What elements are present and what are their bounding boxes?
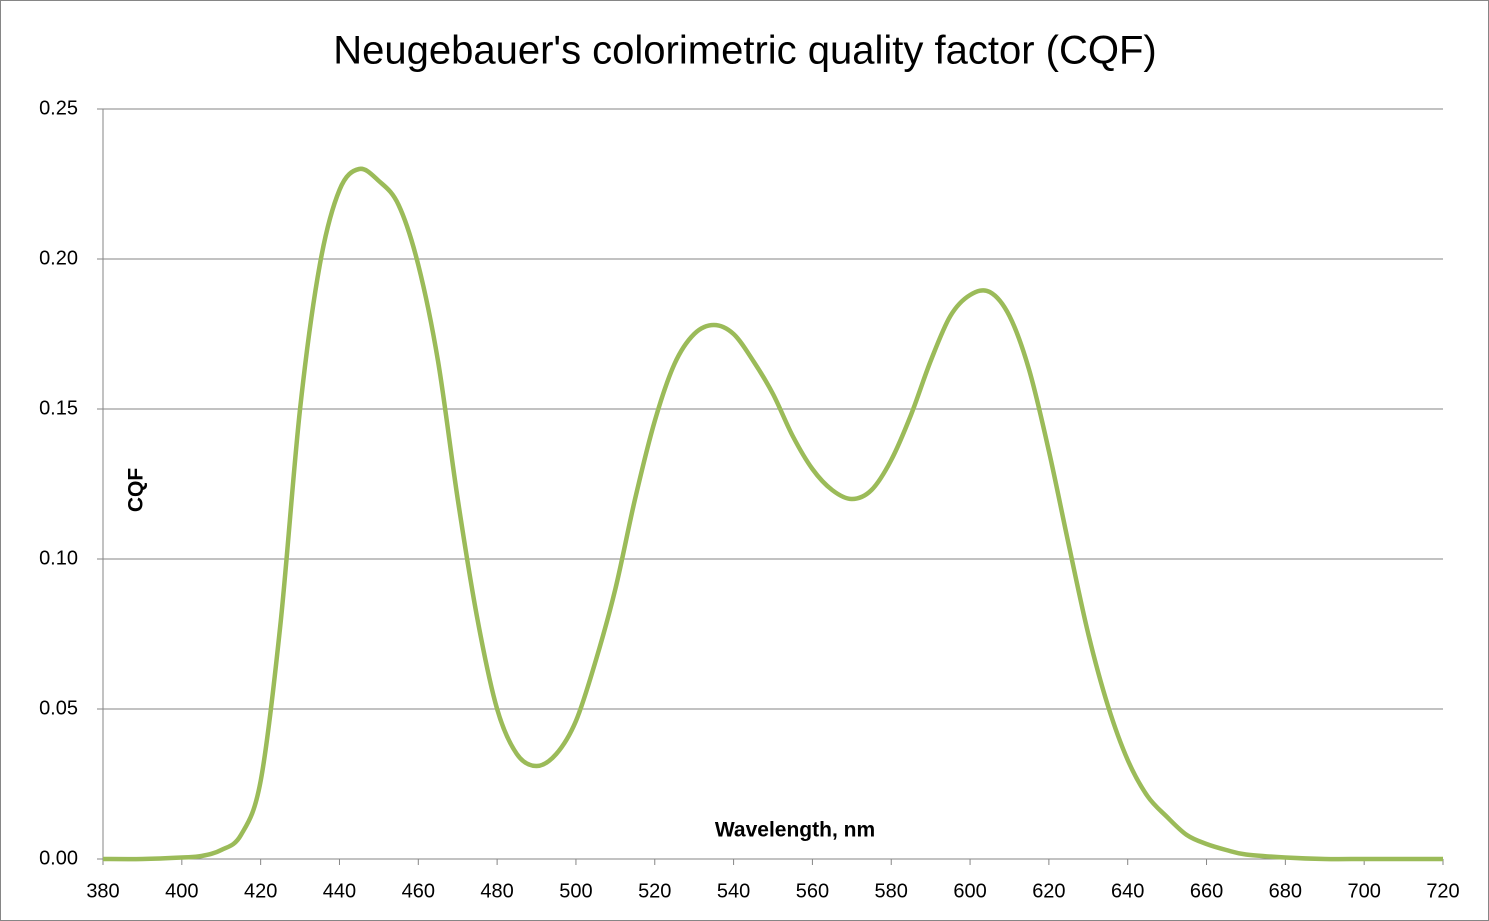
- x-tick-label: 500: [559, 880, 592, 902]
- x-tick-label: 420: [244, 880, 277, 902]
- x-axis-label: Wavelength, nm: [715, 819, 875, 842]
- x-tick-label: 540: [717, 880, 750, 902]
- x-tick-label: 600: [953, 880, 986, 902]
- data-line: [102, 166, 1443, 862]
- x-tick-label: 720: [1426, 880, 1459, 902]
- y-tick-label: 0.15: [39, 397, 78, 419]
- y-tick-label: 0.00: [39, 847, 78, 869]
- x-tick-label: 580: [875, 880, 908, 902]
- x-tick-label: 460: [402, 880, 435, 902]
- x-tick-label: 620: [1032, 880, 1065, 902]
- x-tick-label: 640: [1111, 880, 1144, 902]
- x-tick-label: 520: [638, 880, 671, 902]
- x-tick-label: 400: [165, 880, 198, 902]
- x-tick-label: 700: [1347, 880, 1380, 902]
- y-tick-label: 0.10: [39, 547, 78, 569]
- x-tick-label: 440: [323, 880, 356, 902]
- y-tick-label: 0.05: [39, 697, 78, 719]
- y-axis-label: CQF: [125, 468, 148, 513]
- x-tick-label: 660: [1190, 880, 1223, 902]
- x-tick-label: 680: [1269, 880, 1302, 902]
- x-tick-label: 480: [480, 880, 513, 902]
- y-tick-label: 0.25: [39, 97, 78, 119]
- chart-title: Neugebauer's colorimetric quality factor…: [333, 29, 1156, 73]
- x-tick-label: 380: [86, 880, 119, 902]
- x-tick-label: 560: [796, 880, 829, 902]
- y-tick-label: 0.20: [39, 247, 78, 269]
